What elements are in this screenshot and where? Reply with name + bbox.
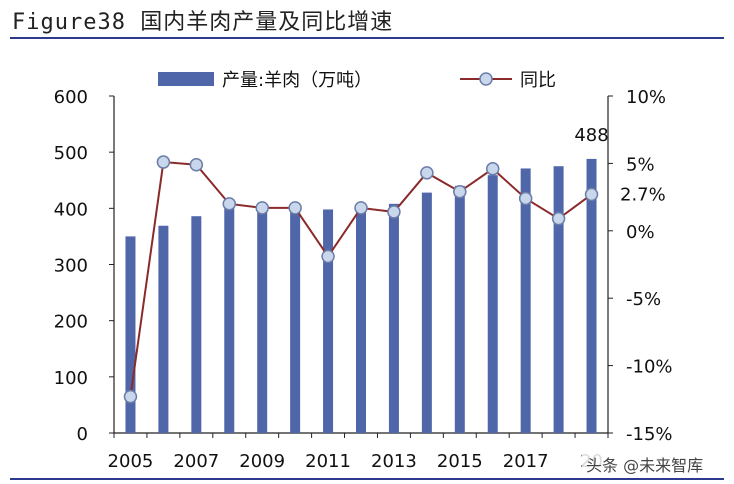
x-tick-label: 2013 <box>371 451 417 472</box>
bar <box>487 175 498 433</box>
legend-bar-swatch <box>158 72 214 86</box>
x-tick-label: 2017 <box>503 451 549 472</box>
bar <box>158 225 169 433</box>
bar <box>520 168 531 433</box>
right-tick-label: 10% <box>626 87 666 108</box>
right-tick-label: -10% <box>626 357 673 378</box>
yoy-point <box>255 201 269 215</box>
left-tick-label: 300 <box>54 256 88 277</box>
x-tick-label: 2015 <box>437 451 483 472</box>
bar <box>586 158 597 433</box>
yoy-point <box>189 157 204 172</box>
legend: 产量:羊肉（万吨） 同比 <box>158 70 556 91</box>
yoy-point <box>551 211 566 226</box>
left-tick-label: 400 <box>54 199 88 220</box>
yoy-point <box>485 162 500 176</box>
yoy-point <box>288 201 302 215</box>
figure-title: Figure38 国内羊肉产量及同比增速 <box>12 10 394 35</box>
legend-bar-label: 产量:羊肉（万吨） <box>222 70 372 91</box>
right-axis: -15% -10% -5% 0% 5% 10% <box>608 87 673 445</box>
bar <box>356 207 366 433</box>
yoy-point <box>387 205 401 219</box>
bar <box>125 236 136 433</box>
line-series <box>123 155 599 404</box>
left-tick-label: 200 <box>54 312 88 333</box>
watermark: 头条 @未来智库 <box>582 452 708 476</box>
left-tick-label: 100 <box>54 368 88 389</box>
left-tick-label: 600 <box>54 87 88 108</box>
bar <box>257 209 268 433</box>
yoy-point <box>156 155 171 169</box>
right-tick-label: -15% <box>626 424 673 445</box>
x-tick-label: 2005 <box>108 451 154 472</box>
legend-line-marker <box>479 72 493 86</box>
bar <box>553 166 564 434</box>
bottom-rule <box>10 478 724 480</box>
title-underline <box>10 37 724 39</box>
bar <box>224 204 235 433</box>
bar <box>323 209 334 433</box>
yoy-point <box>453 184 467 199</box>
legend-line-label: 同比 <box>520 70 556 91</box>
bar <box>191 216 202 433</box>
x-tick-label: 2011 <box>305 451 351 472</box>
right-tick-label: 0% <box>626 222 655 243</box>
yoy-point <box>123 389 138 404</box>
right-tick-label: -5% <box>626 289 661 310</box>
last-point-value-label: 2.7% <box>620 184 666 205</box>
x-axis: 200520072009201120132015201720 <box>108 433 609 472</box>
yoy-point <box>518 191 533 206</box>
x-tick-label: 2007 <box>173 451 219 472</box>
yoy-point <box>584 187 599 202</box>
yoy-point <box>321 249 335 264</box>
bar-series <box>125 158 597 434</box>
last-bar-value-label: 488 <box>574 125 608 146</box>
x-tick-label: 2009 <box>239 451 285 472</box>
bar <box>421 192 432 433</box>
yoy-point <box>222 197 237 211</box>
left-axis: 0 100 200 300 400 500 600 <box>54 87 114 445</box>
left-tick-label: 0 <box>77 424 88 445</box>
left-tick-label: 500 <box>54 143 88 164</box>
bar <box>388 203 399 433</box>
yoy-point <box>420 166 434 180</box>
yoy-point <box>354 201 368 215</box>
bar <box>290 207 301 433</box>
bar <box>454 185 465 433</box>
right-tick-label: 5% <box>626 154 655 175</box>
